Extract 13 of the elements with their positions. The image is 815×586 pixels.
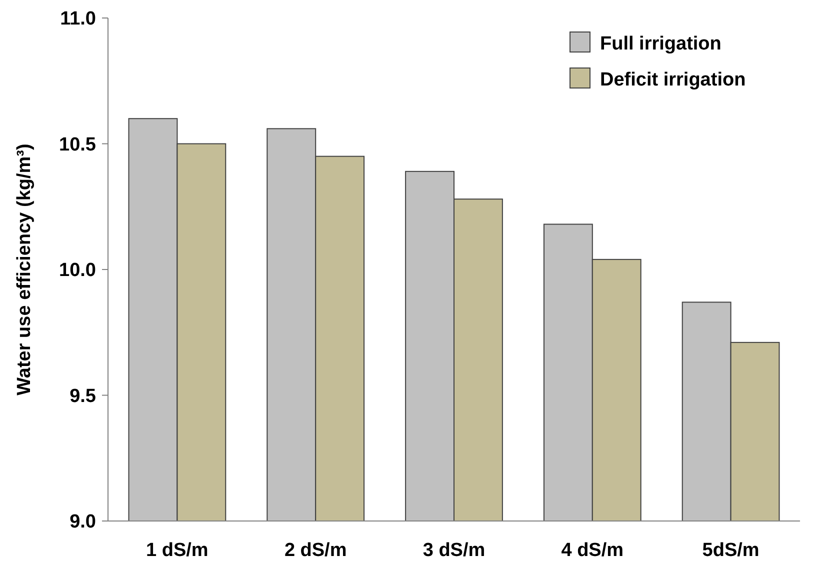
y-tick-label: 9.0	[70, 512, 96, 533]
legend-label: Deficit irrigation	[600, 70, 746, 91]
y-axis-title: Water use efficiency (kg/m³)	[14, 144, 35, 396]
x-tick-label: 1 dS/m	[146, 540, 208, 561]
y-tick-label: 11.0	[60, 8, 96, 30]
legend-label: Full irrigation	[600, 34, 722, 55]
y-tick-label: 9.5	[70, 386, 96, 407]
y-tick-label: 10.0	[59, 260, 96, 282]
x-tick-label: 3 dS/m	[422, 540, 486, 561]
x-tick-label: 4 dS/m	[561, 540, 624, 561]
y-tick-label: 10.5	[59, 134, 96, 156]
x-tick-label: 5dS/m	[702, 540, 760, 561]
x-tick-label: 2 dS/m	[284, 540, 347, 561]
